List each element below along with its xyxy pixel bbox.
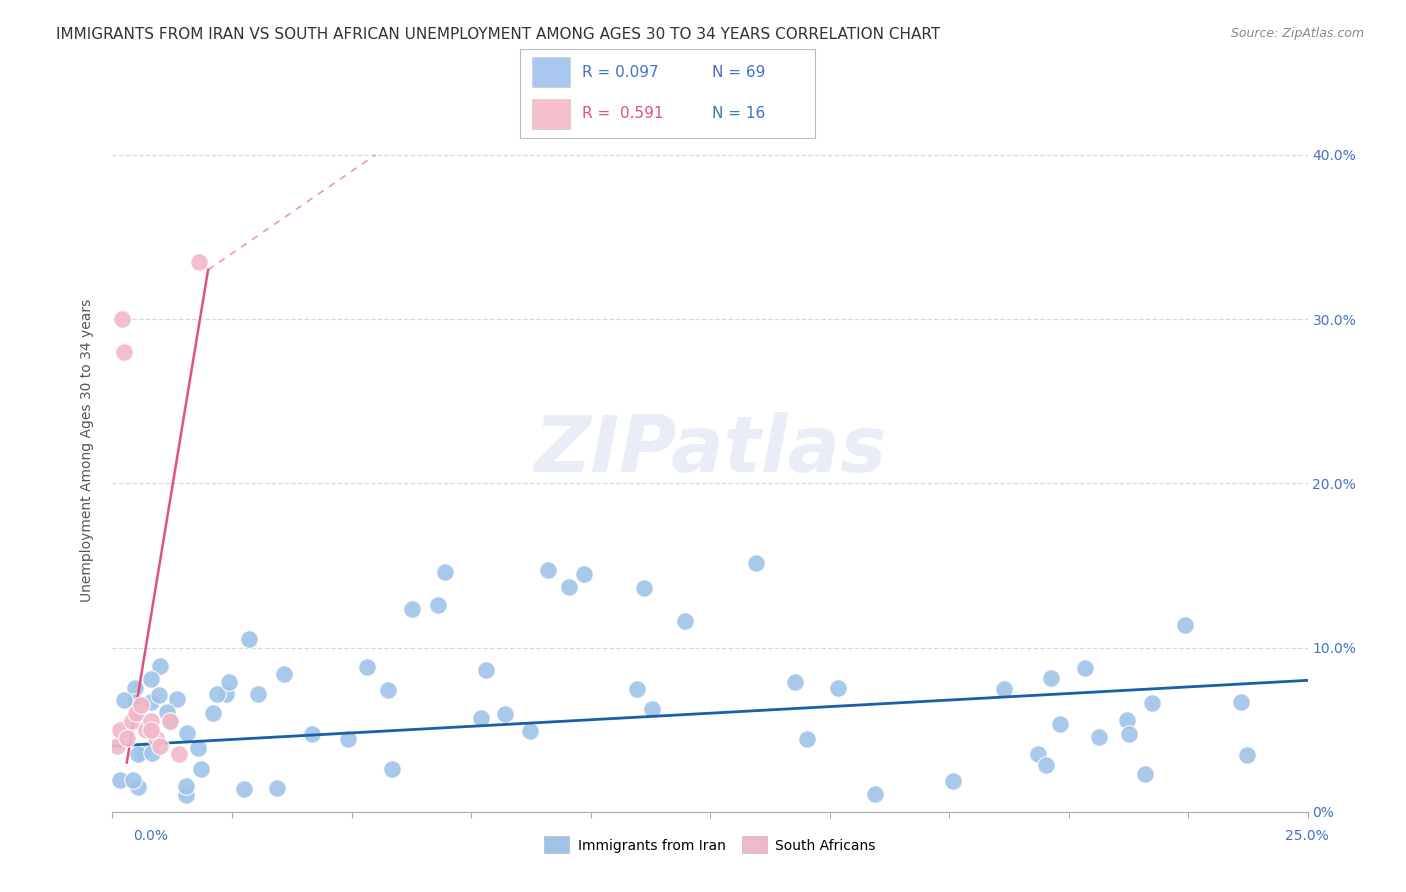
Point bbox=[1230, 695, 1253, 709]
Point bbox=[139, 672, 162, 686]
Point bbox=[218, 674, 240, 689]
Point bbox=[633, 581, 655, 595]
Point bbox=[356, 659, 378, 673]
Text: ZIPatlas: ZIPatlas bbox=[534, 412, 886, 489]
Point bbox=[238, 632, 260, 646]
Point bbox=[121, 714, 143, 729]
Point bbox=[169, 747, 191, 762]
Text: N = 69: N = 69 bbox=[711, 65, 765, 79]
Point bbox=[105, 739, 128, 753]
Point bbox=[149, 739, 172, 753]
Point bbox=[942, 773, 965, 788]
Point bbox=[205, 687, 228, 701]
Point bbox=[993, 682, 1015, 697]
Point bbox=[131, 745, 153, 759]
Point bbox=[1116, 713, 1139, 727]
Point bbox=[796, 732, 818, 747]
Point bbox=[558, 580, 581, 594]
Point bbox=[273, 666, 295, 681]
Point bbox=[519, 723, 541, 738]
Bar bbox=[531, 99, 571, 129]
Point bbox=[1236, 748, 1258, 763]
Point bbox=[1028, 747, 1050, 761]
Point bbox=[148, 689, 170, 703]
Y-axis label: Unemployment Among Ages 30 to 34 years: Unemployment Among Ages 30 to 34 years bbox=[80, 299, 94, 602]
Point bbox=[114, 345, 135, 359]
Text: 25.0%: 25.0% bbox=[1285, 829, 1329, 843]
Point bbox=[574, 567, 596, 582]
Point bbox=[1118, 727, 1140, 741]
Point bbox=[201, 706, 224, 721]
Point bbox=[433, 565, 456, 579]
Point bbox=[1174, 618, 1197, 632]
Point bbox=[166, 692, 188, 706]
Point bbox=[111, 312, 134, 326]
Point bbox=[108, 773, 131, 788]
Point bbox=[626, 681, 648, 696]
Bar bbox=[531, 57, 571, 87]
Point bbox=[1088, 730, 1111, 744]
Point bbox=[156, 705, 179, 719]
Point bbox=[139, 723, 162, 737]
Point bbox=[159, 714, 181, 729]
Point bbox=[135, 723, 157, 737]
Point bbox=[377, 683, 399, 698]
Point bbox=[301, 727, 323, 741]
Point bbox=[139, 695, 162, 709]
Point bbox=[187, 741, 209, 756]
Point bbox=[174, 779, 197, 793]
Point bbox=[159, 714, 181, 729]
Point bbox=[115, 731, 138, 745]
Text: R =  0.591: R = 0.591 bbox=[582, 106, 664, 121]
Text: IMMIGRANTS FROM IRAN VS SOUTH AFRICAN UNEMPLOYMENT AMONG AGES 30 TO 34 YEARS COR: IMMIGRANTS FROM IRAN VS SOUTH AFRICAN UN… bbox=[56, 27, 941, 42]
Point bbox=[1135, 766, 1157, 780]
Point bbox=[127, 780, 149, 794]
Point bbox=[145, 731, 167, 745]
Point bbox=[673, 614, 696, 628]
Text: N = 16: N = 16 bbox=[711, 106, 765, 121]
Point bbox=[174, 788, 197, 802]
Point bbox=[1040, 671, 1063, 685]
Point bbox=[745, 556, 768, 570]
Point bbox=[125, 706, 148, 721]
Text: 0.0%: 0.0% bbox=[134, 829, 169, 843]
Point bbox=[139, 714, 162, 729]
Point bbox=[381, 762, 404, 776]
Point bbox=[783, 675, 806, 690]
Point bbox=[141, 746, 163, 760]
Point bbox=[124, 681, 146, 695]
Point bbox=[122, 772, 145, 787]
Point bbox=[129, 698, 152, 712]
Point bbox=[470, 711, 492, 725]
Point bbox=[427, 599, 450, 613]
Point bbox=[1049, 717, 1071, 731]
Point bbox=[827, 681, 849, 695]
Point bbox=[641, 702, 664, 716]
Point bbox=[494, 707, 516, 722]
Point bbox=[187, 254, 209, 268]
Point bbox=[863, 788, 886, 802]
Point bbox=[1140, 696, 1163, 710]
Point bbox=[401, 602, 423, 616]
Point bbox=[537, 563, 560, 577]
Point bbox=[1035, 758, 1057, 772]
Point bbox=[112, 692, 135, 706]
Text: Source: ZipAtlas.com: Source: ZipAtlas.com bbox=[1230, 27, 1364, 40]
Point bbox=[475, 663, 498, 677]
Point bbox=[233, 782, 256, 797]
Text: R = 0.097: R = 0.097 bbox=[582, 65, 659, 79]
Point bbox=[127, 747, 149, 762]
Point bbox=[149, 658, 172, 673]
Point bbox=[215, 687, 238, 701]
Point bbox=[124, 695, 146, 709]
Point bbox=[336, 731, 359, 746]
Point bbox=[1073, 661, 1095, 675]
Legend: Immigrants from Iran, South Africans: Immigrants from Iran, South Africans bbox=[538, 831, 882, 859]
Point bbox=[246, 687, 269, 701]
Point bbox=[176, 726, 198, 740]
Point bbox=[190, 762, 212, 776]
Point bbox=[266, 780, 288, 795]
Point bbox=[108, 723, 131, 737]
